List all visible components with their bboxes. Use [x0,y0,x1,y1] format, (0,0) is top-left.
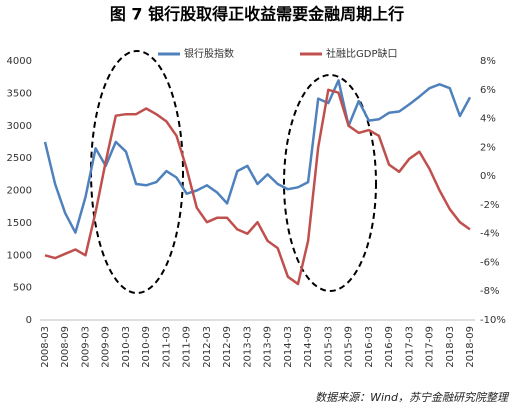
y2-tick-label: -2% [480,200,499,211]
y2-tick-label: 0% [480,171,496,182]
x-tick-label: 2010-03 [121,326,132,368]
series-line [43,79,472,234]
y2-tick-label: -10% [480,315,506,326]
chart-title: 图 7 银行股取得正收益需要金融周期上行 [110,5,404,24]
x-tick-label: 2015-03 [323,326,334,368]
x-tick-label: 2010-09 [141,326,152,368]
x-tick-label: 2016-09 [384,326,395,368]
x-tick-label: 2015-09 [344,326,355,368]
y-tick-label: 2000 [7,186,32,197]
y2-tick-label: -4% [480,229,499,240]
legend-label: 社融比GDP缺口 [326,47,397,60]
x-tick-label: 2017-03 [404,326,415,368]
x-tick-label: 2013-09 [263,326,274,368]
highlight-ellipse [283,74,377,292]
x-tick-label: 2016-03 [364,326,375,368]
y2-tick-label: 8% [480,56,496,67]
y-tick-label: 2500 [7,153,32,164]
y-tick-label: 1500 [7,218,32,229]
source-note: 数据来源：Wind，苏宁金融研究院整理 [315,391,510,404]
x-tick-label: 2011-09 [182,326,193,368]
x-tick-label: 2011-03 [161,326,172,368]
x-tick-label: 2017-09 [425,326,436,368]
y-tick-label: 500 [13,283,32,294]
y2-tick-label: -8% [480,286,499,297]
y-tick-label: 0 [26,315,32,326]
x-tick-label: 2009-09 [101,326,112,368]
y-tick-label: 4000 [7,56,32,67]
y-tick-label: 1000 [7,250,32,261]
x-tick-label: 2013-03 [242,326,253,368]
x-tick-label: 2008-03 [40,326,51,368]
x-tick-label: 2009-03 [80,326,91,368]
x-tick-label: 2018-09 [465,326,476,368]
x-tick-label: 2012-03 [202,326,213,368]
x-tick-label: 2008-09 [60,326,71,368]
y-tick-label: 3500 [7,88,32,99]
y2-tick-label: 6% [480,85,496,96]
legend-label: 银行股指数 [184,47,234,60]
x-tick-label: 2018-03 [445,326,456,368]
y2-tick-label: 2% [480,142,496,153]
series-line [44,88,471,286]
x-tick-label: 2012-09 [222,326,233,368]
x-tick-label: 2014-03 [283,326,294,368]
y2-tick-label: 4% [480,114,496,125]
y2-tick-label: -6% [480,257,499,268]
y-tick-label: 3000 [7,121,32,132]
x-tick-label: 2014-09 [303,326,314,368]
